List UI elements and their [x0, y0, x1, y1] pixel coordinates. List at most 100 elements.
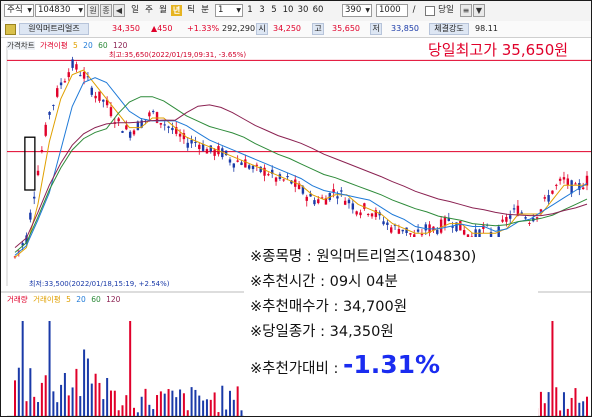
volume-bar: [578, 402, 581, 416]
minute-button[interactable]: 분: [201, 5, 209, 15]
volume-bar: [179, 389, 182, 416]
candle-body: [574, 183, 577, 185]
volume-bar: [171, 390, 174, 416]
candle-body: [48, 111, 51, 115]
low-note: 최저:33,500(2022/01/18,15:19, +2.54%): [29, 280, 170, 288]
volume-bar: [21, 321, 24, 416]
volume-bar: [559, 410, 562, 416]
candle-body: [271, 169, 274, 174]
volume-bar: [113, 390, 116, 416]
candle-body: [459, 220, 462, 231]
candle-body: [397, 229, 401, 234]
candle-body: [562, 177, 566, 180]
candle-body: [578, 183, 581, 190]
volume-bar: [213, 392, 216, 416]
modify-button[interactable]: 종: [100, 4, 112, 17]
candle-body: [224, 150, 228, 156]
more-button[interactable]: ▼: [473, 4, 485, 17]
volume-bar: [202, 400, 205, 416]
candle-body: [152, 111, 155, 113]
tick-button[interactable]: 틱: [187, 5, 195, 15]
interval-60-button[interactable]: 60: [312, 5, 324, 15]
market-select[interactable]: 주식 ▼: [4, 4, 34, 17]
chart-settings-icon[interactable]: [5, 24, 16, 35]
period-month-button[interactable]: 월: [159, 5, 167, 15]
candle-body: [524, 217, 527, 219]
candle-body: [255, 164, 259, 166]
price-ma120-label: 120: [113, 41, 128, 50]
volume-legend-title: 거래량: [7, 295, 28, 304]
minute-select[interactable]: 1 ▼: [215, 4, 243, 17]
volume-legend: 거래량 거래이평 5 20 60 120: [7, 294, 123, 305]
prev-icon: ◀: [115, 6, 123, 15]
candle-body: [244, 159, 247, 168]
candle-body: [79, 75, 82, 77]
volume-bar: [163, 393, 166, 416]
volume-bar: [56, 402, 59, 416]
candle-body: [67, 72, 70, 78]
candle-body: [455, 222, 458, 232]
chart-area[interactable]: 가격차트 가격이평 5 20 60 120 당일최고가 35,650원 최고:3…: [1, 38, 591, 416]
volume-bar: [79, 396, 82, 416]
volume-bar: [555, 387, 558, 416]
stock-code-input[interactable]: 104830 ▼: [35, 4, 85, 17]
volume-bar: [106, 377, 109, 416]
ma20-line: [14, 77, 588, 256]
volume-bar: [186, 410, 189, 416]
volume-bar: [40, 382, 43, 416]
candle-body: [259, 166, 262, 172]
volume-bar: [29, 368, 32, 416]
price-legend-title: 가격차트: [7, 41, 35, 50]
info-recommend-time: ※추천시간 : 09시 04분: [250, 274, 398, 290]
search-button[interactable]: 원: [87, 4, 99, 17]
volume-bar: [217, 412, 220, 416]
zoom-input[interactable]: 1000: [376, 4, 408, 17]
candle-body: [236, 160, 239, 162]
candle-body: [163, 124, 166, 126]
volume-bar: [102, 399, 105, 416]
candle-body: [140, 120, 143, 128]
volume-bar: [182, 393, 185, 416]
volume-bar: [71, 387, 74, 416]
candle-body: [551, 190, 554, 194]
volume-bar: [67, 395, 70, 416]
price-ma5-label: 5: [73, 41, 78, 50]
candle-body: [125, 125, 128, 130]
period-day-button[interactable]: 일: [131, 5, 139, 15]
candle-body: [56, 88, 59, 97]
candle-body: [52, 104, 55, 106]
price-ma-label: 가격이평: [40, 41, 68, 50]
candle-body: [213, 149, 216, 156]
candle-body: [251, 165, 255, 170]
candle-body: [297, 183, 301, 190]
candle-body: [390, 227, 393, 233]
interval-10-button[interactable]: 10: [282, 5, 294, 15]
period-week-button[interactable]: 주: [145, 5, 153, 15]
recommendation-panel: ※종목명 : 원익머트리얼즈(104830) ※추천시간 : 09시 04분 ※…: [244, 237, 538, 416]
interval-5-button[interactable]: 5: [271, 5, 277, 15]
prev-button[interactable]: ◀: [113, 4, 125, 17]
candle-body: [355, 211, 358, 215]
volume-bar: [121, 405, 124, 416]
candle-body: [136, 121, 140, 131]
menu-button[interactable]: ≡: [460, 4, 472, 17]
period-year-button[interactable]: 년: [171, 5, 182, 16]
today-label: 당일: [438, 5, 454, 15]
candle-body: [512, 208, 516, 210]
candle-body: [374, 210, 378, 217]
candle-body: [317, 199, 320, 204]
interval-1-button[interactable]: 1: [247, 5, 253, 15]
interval-30-button[interactable]: 30: [297, 5, 309, 15]
count-select[interactable]: 390 ▼: [342, 4, 372, 17]
candle-body: [94, 95, 97, 99]
interval-3-button[interactable]: 3: [259, 5, 265, 15]
candle-body: [36, 170, 40, 176]
candle-body: [182, 133, 186, 140]
candle-body: [420, 234, 424, 236]
candle-body: [535, 217, 539, 219]
volume-bar: [52, 391, 55, 416]
candle-body: [474, 229, 477, 239]
price-legend: 가격차트 가격이평 5 20 60 120: [7, 40, 130, 51]
today-checkbox[interactable]: [425, 6, 435, 16]
candle-body: [547, 195, 550, 202]
